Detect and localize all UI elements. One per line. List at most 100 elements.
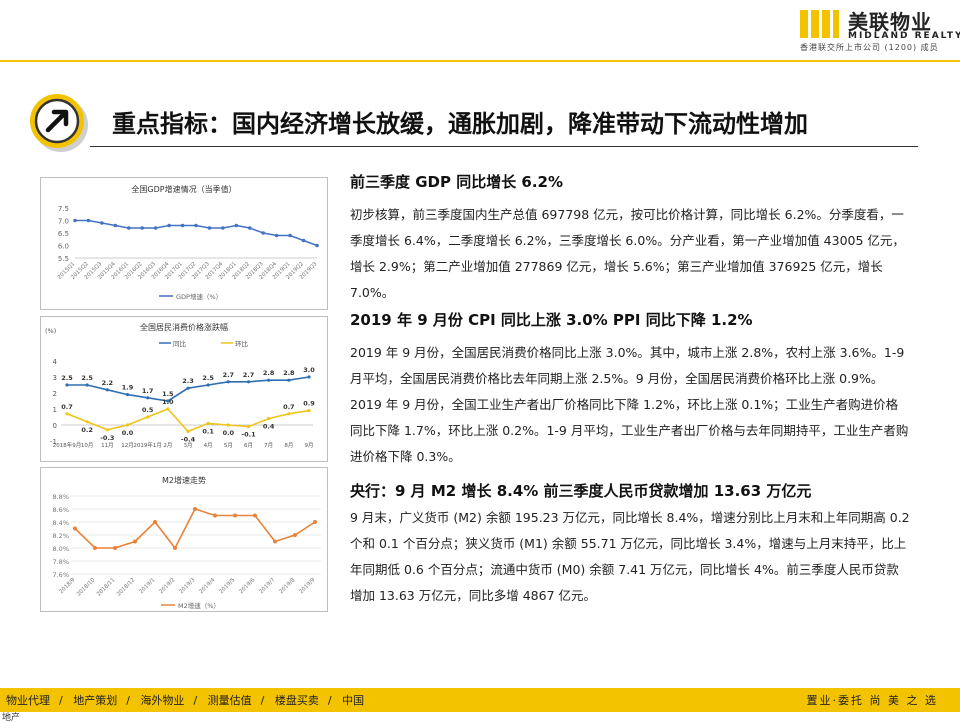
y-tick-label: 3 — [53, 374, 57, 382]
nav-item-planning[interactable]: 地产策划 — [73, 694, 118, 707]
y-tick-label: 6.5 — [58, 230, 69, 238]
data-label: 2.8 — [283, 369, 295, 377]
x-tick-label: 6月 — [244, 442, 253, 449]
data-point — [73, 526, 77, 531]
data-point — [221, 226, 225, 230]
data-point — [287, 412, 291, 416]
x-tick-label: 2018/9 — [58, 577, 76, 595]
x-tick-label: 12月 — [121, 442, 134, 449]
data-point — [125, 423, 130, 427]
x-tick-label: 2019/4 — [198, 577, 216, 595]
data-point — [206, 421, 210, 425]
y-tick-label: 6.0 — [58, 243, 69, 251]
m2-chart: M2增速走势 8.8% 8.6% 8.4% 8.2% 8.0% 7.8% 7.6%2018/9… — [52, 475, 321, 610]
data-label: 0.9 — [303, 400, 315, 408]
x-tick-label: 2019年1月 — [133, 441, 162, 449]
header-rule — [0, 60, 960, 62]
data-point — [247, 226, 252, 230]
arrow-up-right-icon — [30, 94, 84, 148]
footer-bar: 物业代理 / 地产策划 / 海外物业 / 测量估值 / 楼盘买卖 / 中国 置业·委托 尚… — [0, 688, 960, 712]
y-axis-label: (%) — [45, 327, 56, 335]
data-point — [307, 409, 311, 413]
gdp-body: 初步核算，前三季度国内生产总值 697798 亿元，按可比价格计算，同比增长 6… — [350, 207, 905, 300]
x-tick-label: 2019/1 — [138, 577, 156, 595]
data-point — [186, 386, 190, 390]
legend-label: 环比 — [235, 339, 249, 348]
data-point — [194, 223, 198, 228]
data-label: 2.5 — [202, 374, 214, 382]
data-point — [166, 407, 170, 411]
data-point — [246, 425, 251, 429]
data-label: 0.5 — [142, 406, 154, 414]
title-rule — [90, 146, 918, 147]
data-label: 0.7 — [61, 403, 73, 411]
cpi-chart-panel: 全国居民消费价格涨跌幅 (%) 4 3 2 1 0 -1 2.5 2.5 2.2 1.9 1.7 1.5 2… — [40, 316, 328, 462]
data-point — [261, 231, 266, 235]
data-label: 0.2 — [81, 426, 93, 434]
data-label: 0.7 — [283, 403, 295, 411]
m2-heading: 央行：9 月 M2 增长 8.4% 前三季度人民币贷款增加 13.63 万亿元 — [350, 482, 812, 500]
x-tick-label: 2019/8 — [278, 577, 296, 595]
x-tick-label: 3月 — [184, 442, 193, 449]
x-tick-label: 2019/2 — [158, 577, 176, 595]
nav-item-china[interactable]: 中国 — [342, 694, 365, 707]
data-point — [65, 383, 69, 387]
x-tick-label: 11月 — [101, 442, 114, 449]
m2-chart-panel: M2增速走势 8.8% 8.6% 8.4% 8.2% 8.0% 7.8% 7.6% 2018/9… — [40, 467, 328, 612]
data-point — [273, 539, 277, 544]
legend-label: GDP增速（%） — [176, 292, 222, 301]
data-point — [180, 223, 185, 228]
data-point — [153, 520, 157, 524]
data-point — [125, 393, 130, 397]
data-label: 0.0 — [223, 429, 235, 437]
x-tick-label: 2019/6 — [238, 577, 256, 595]
data-point — [293, 533, 297, 537]
chart-title: M2增速走势 — [162, 475, 206, 485]
y-tick-label: 8.4% — [52, 519, 69, 527]
chart-title: 全国居民消费价格涨跌幅 — [140, 322, 228, 332]
y-tick-label: 8.8% — [52, 493, 69, 501]
data-point — [113, 223, 118, 228]
x-tick-label: 2019/3 — [178, 577, 196, 595]
data-label: 1.9 — [122, 384, 134, 392]
gdp-heading: 前三季度 GDP 同比增长 6.2% — [350, 173, 564, 191]
x-tick-label: 8月 — [284, 442, 293, 449]
nav-item-trading[interactable]: 楼盘买卖 — [274, 694, 319, 707]
x-tick-label: 2018/11 — [96, 577, 116, 597]
page-title: 重点指标：国内经济增长放缓，通胀加剧，降准带动下流动性增加 — [112, 110, 808, 138]
x-tick-label: 4月 — [204, 442, 213, 449]
data-point — [213, 513, 217, 518]
x-tick-label: 5月 — [224, 442, 233, 449]
data-point — [146, 415, 150, 419]
data-point — [140, 226, 145, 230]
data-point — [186, 429, 190, 433]
data-label: 1.5 — [162, 390, 174, 398]
x-tick-label: 7月 — [264, 442, 273, 449]
data-point — [301, 238, 306, 243]
y-tick-label: 7.0 — [58, 218, 69, 226]
data-point — [226, 380, 230, 384]
x-tick-label: 2019/9 — [298, 577, 316, 595]
y-tick-label: 8.0% — [52, 545, 69, 553]
data-label: 2.7 — [243, 371, 255, 379]
data-point — [105, 388, 109, 392]
chart-title: 全国GDP增速情况（当季值） — [131, 184, 236, 194]
x-tick-label: 2018年9月 — [53, 441, 82, 449]
data-point — [226, 423, 230, 427]
brand-name-cn: 美联物业 — [848, 10, 932, 34]
data-point — [93, 546, 97, 550]
data-point — [315, 243, 319, 248]
brand-name-en: MIDLAND REALTY — [848, 31, 960, 41]
nav-item-valuation[interactable]: 测量估值 — [207, 694, 252, 707]
data-point — [100, 221, 104, 225]
nav-item-agency[interactable]: 物业代理 — [6, 694, 50, 707]
y-tick-label: 4 — [53, 358, 58, 366]
nav-item-overseas[interactable]: 海外物业 — [140, 694, 185, 707]
data-label: -0.4 — [181, 435, 196, 443]
data-point — [86, 218, 91, 223]
data-point — [274, 233, 279, 238]
data-label: -0.1 — [241, 431, 256, 439]
legend-label: 同比 — [173, 339, 187, 348]
y-tick-label: 1 — [53, 406, 57, 414]
data-label: 1.7 — [142, 387, 154, 395]
